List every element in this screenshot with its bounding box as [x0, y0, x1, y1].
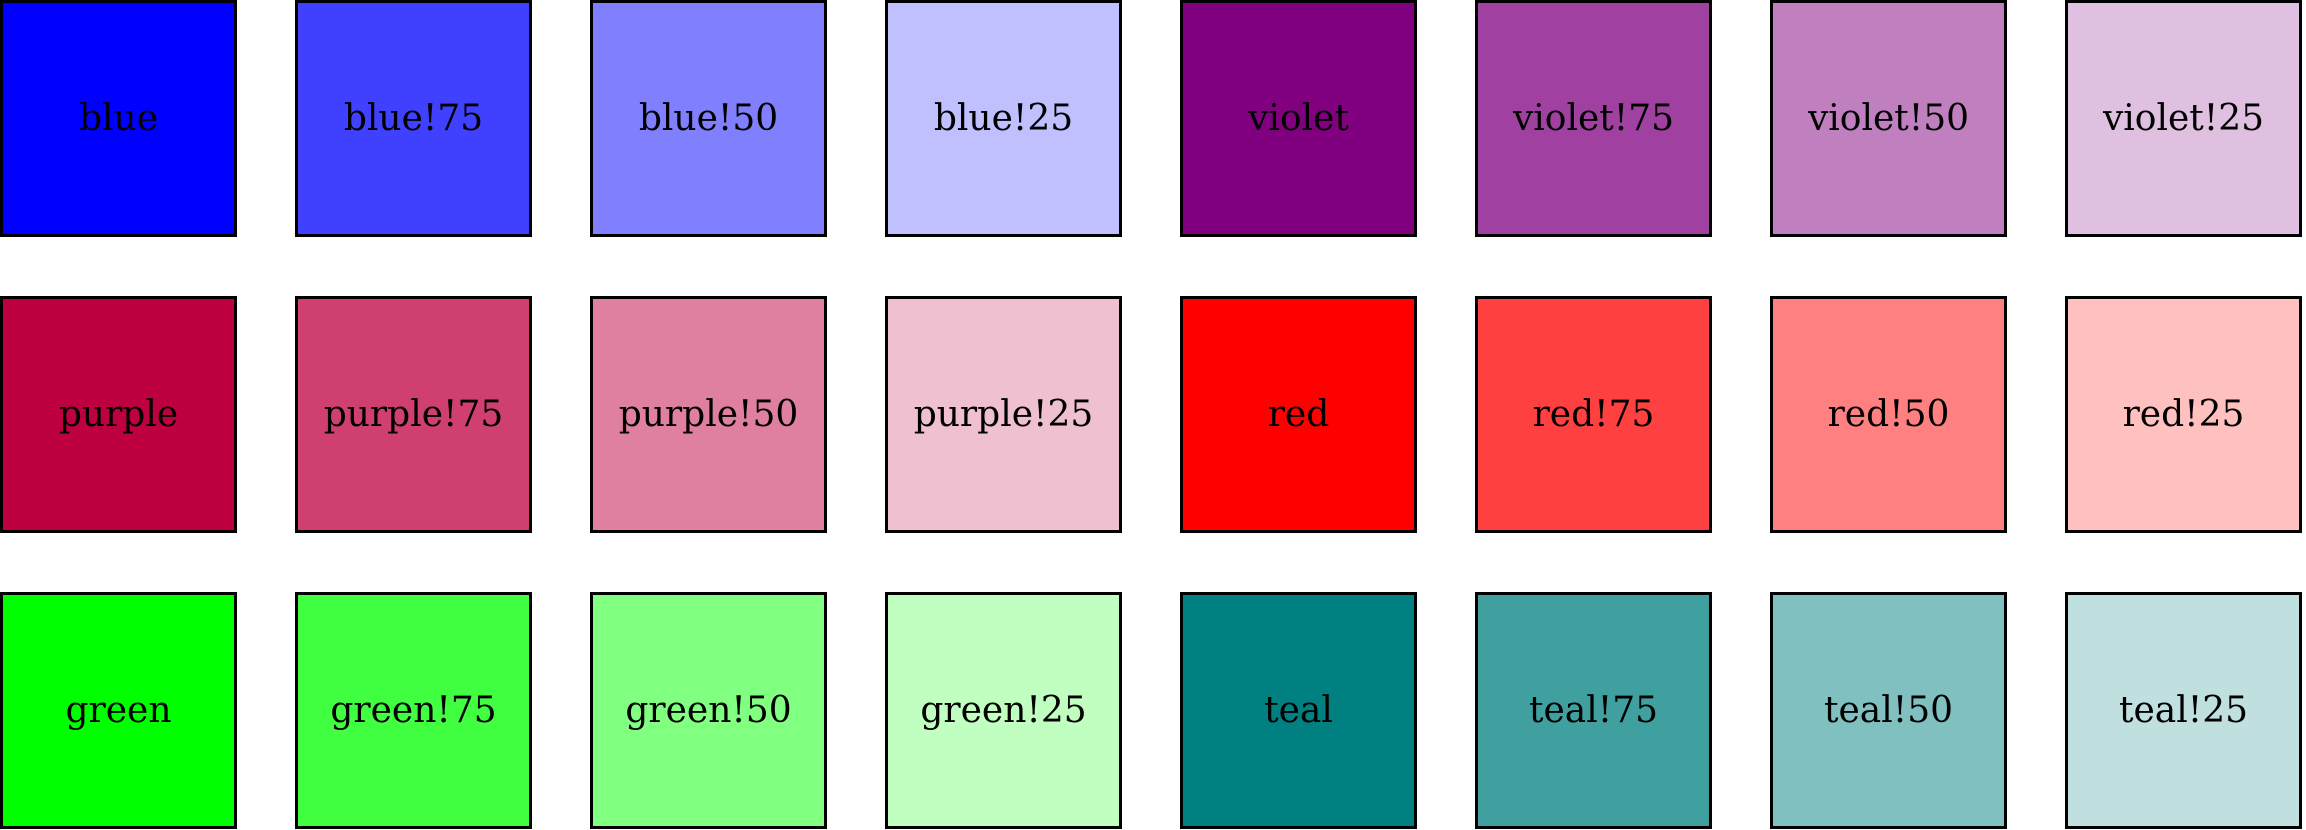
swatch-teal-50: teal!50 — [1770, 592, 2007, 829]
swatch-red: red — [1180, 296, 1417, 533]
swatch-label: blue — [78, 98, 159, 139]
swatch-blue: blue — [0, 0, 237, 237]
swatch-label: violet!50 — [1807, 98, 1970, 139]
swatch-purple-50: purple!50 — [590, 296, 827, 533]
swatch-label: red!50 — [1827, 394, 1950, 435]
swatch-purple-75: purple!75 — [295, 296, 532, 533]
swatch-label: violet!75 — [1512, 98, 1675, 139]
swatch-blue-75: blue!75 — [295, 0, 532, 237]
swatch-red-75: red!75 — [1475, 296, 1712, 533]
swatch-label: violet!25 — [2102, 98, 2265, 139]
swatch-green-75: green!75 — [295, 592, 532, 829]
swatch-label: blue!75 — [343, 98, 484, 139]
swatch-label: teal!75 — [1528, 690, 1659, 731]
swatch-label: teal — [1264, 690, 1333, 731]
swatch-green: green — [0, 592, 237, 829]
swatch-violet-75: violet!75 — [1475, 0, 1712, 237]
swatch-teal-75: teal!75 — [1475, 592, 1712, 829]
swatch-red-25: red!25 — [2065, 296, 2302, 533]
swatch-blue-50: blue!50 — [590, 0, 827, 237]
swatch-label: red!75 — [1532, 394, 1655, 435]
swatch-violet-50: violet!50 — [1770, 0, 2007, 237]
swatch-label: purple — [58, 394, 179, 435]
swatch-label: purple!50 — [618, 394, 799, 435]
swatch-purple: purple — [0, 296, 237, 533]
swatch-label: red — [1267, 394, 1330, 435]
swatch-label: blue!25 — [933, 98, 1074, 139]
swatch-green-25: green!25 — [885, 592, 1122, 829]
swatch-violet-25: violet!25 — [2065, 0, 2302, 237]
swatch-purple-25: purple!25 — [885, 296, 1122, 533]
swatch-violet: violet — [1180, 0, 1417, 237]
swatch-label: teal!50 — [1823, 690, 1954, 731]
swatch-label: red!25 — [2122, 394, 2245, 435]
swatch-label: purple!25 — [913, 394, 1094, 435]
swatch-label: green!50 — [625, 690, 792, 731]
swatch-green-50: green!50 — [590, 592, 827, 829]
swatch-blue-25: blue!25 — [885, 0, 1122, 237]
swatch-label: green!75 — [330, 690, 497, 731]
swatch-teal: teal — [1180, 592, 1417, 829]
swatch-teal-25: teal!25 — [2065, 592, 2302, 829]
swatch-label: violet — [1248, 98, 1349, 139]
swatch-label: teal!25 — [2118, 690, 2249, 731]
swatch-red-50: red!50 — [1770, 296, 2007, 533]
swatch-label: blue!50 — [638, 98, 779, 139]
swatch-label: purple!75 — [323, 394, 504, 435]
swatch-label: green!25 — [920, 690, 1087, 731]
swatch-label: green — [65, 690, 172, 731]
